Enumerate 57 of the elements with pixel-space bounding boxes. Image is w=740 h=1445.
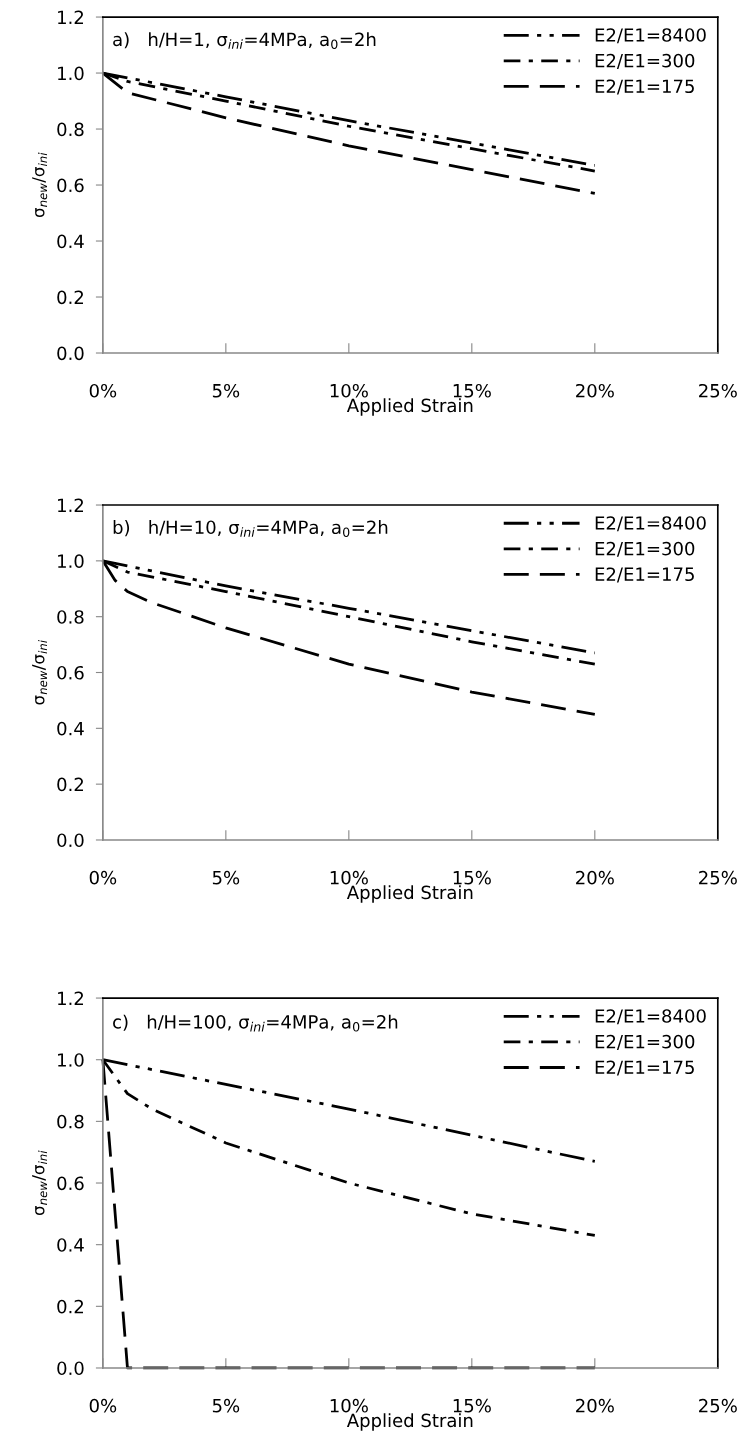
y-tick-label: 0.0	[57, 346, 84, 361]
y-tick-label: 1.0	[58, 554, 84, 568]
text: a) h/H=1, σ$_{ini}$=4MPa, a$_{0}$=2h	[113, 32, 376, 50]
x-axis-title: Applied Strain	[346, 398, 473, 416]
legend-label: E2/E1=300	[595, 1034, 695, 1050]
legend-label: E2/E1=8400	[595, 28, 706, 44]
y-tick-label: 0.4	[57, 721, 84, 736]
x-tick-label: 10%	[330, 383, 368, 398]
x-tick-label: 5%	[212, 1398, 240, 1413]
legend-label: E2/E1=175	[595, 1060, 694, 1076]
legend-label: E2/E1=300	[595, 541, 695, 557]
y-tick-label: 1.2	[58, 498, 83, 512]
y-tick-label: 1.2	[58, 10, 83, 24]
x-tick-label: 0%	[89, 383, 117, 398]
x-tick-label: 25%	[699, 1398, 737, 1413]
y-tick-label: 0.2	[57, 290, 83, 305]
y-tick-label: 0.8	[57, 610, 84, 624]
x-axis-title: Applied Strain	[346, 1413, 473, 1431]
x-tick-label: 25%	[699, 870, 737, 885]
y-axis-title: σ$_{new}$/σ$_{ini}$	[32, 1150, 48, 1216]
y-tick-label: 0.6	[57, 1176, 84, 1191]
x-tick-label: 10%	[330, 870, 368, 885]
y-axis-title: σ$_{new}$/σ$_{ini}$	[32, 640, 48, 705]
x-tick-label: 0%	[89, 870, 117, 885]
y-tick-label: 0.2	[57, 1299, 83, 1314]
y-axis-title: σ$_{new}$/σ$_{ini}$	[32, 152, 48, 218]
x-tick-label: 15%	[453, 383, 491, 398]
y-tick-label: 0.6	[57, 178, 84, 193]
y-tick-label: 0.8	[57, 122, 84, 137]
y-tick-label: 1.2	[58, 991, 83, 1005]
x-tick-label: 10%	[330, 1398, 368, 1413]
x-tick-label: 5%	[212, 383, 240, 398]
x-tick-label: 20%	[576, 870, 614, 885]
x-tick-label: 20%	[576, 383, 614, 398]
y-tick-label: 1.0	[58, 66, 84, 81]
text: c) h/H=100, σ$_{ini}$=4MPa, a$_{0}$=2h	[113, 1014, 398, 1032]
legend-label: E2/E1=175	[595, 79, 694, 95]
y-tick-label: 0.4	[57, 1238, 84, 1252]
y-tick-label: 0.0	[57, 833, 84, 848]
y-tick-label: 0.8	[57, 1114, 84, 1129]
y-tick-label: 0.6	[57, 665, 84, 680]
x-axis-title: Applied Strain	[346, 885, 473, 903]
x-tick-label: 0%	[89, 1398, 117, 1413]
legend-label: E2/E1=175	[595, 567, 694, 583]
y-tick-label: 0.2	[57, 777, 83, 792]
legend-label: E2/E1=8400	[595, 516, 706, 532]
y-tick-label: 0.0	[57, 1361, 84, 1376]
y-tick-label: 1.0	[58, 1053, 84, 1067]
legend-label: E2/E1=8400	[595, 1009, 706, 1025]
x-tick-label: 15%	[453, 870, 491, 885]
x-tick-label: 15%	[453, 1398, 491, 1413]
x-tick-label: 5%	[212, 870, 240, 885]
text: b) h/H=10, σ$_{ini}$=4MPa, a$_{0}$=2h	[113, 520, 388, 537]
x-tick-label: 20%	[576, 1398, 614, 1413]
x-tick-label: 25%	[699, 383, 737, 398]
legend-label: E2/E1=300	[595, 53, 695, 69]
y-tick-label: 0.4	[57, 234, 84, 249]
